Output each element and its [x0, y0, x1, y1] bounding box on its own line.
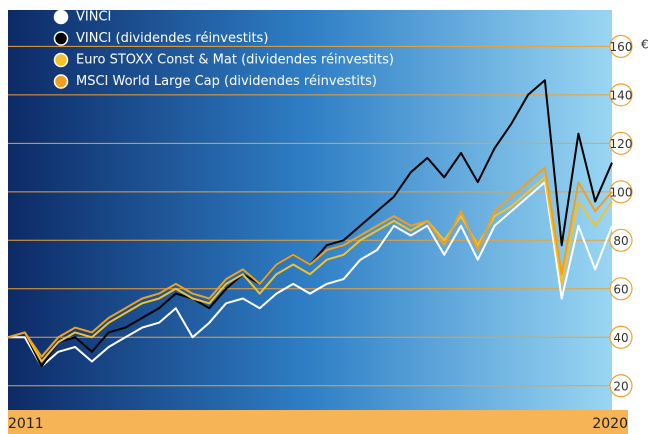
y-tick-label: 60 — [613, 282, 628, 296]
legend-label: Euro STOXX Const & Mat (dividendes réinv… — [76, 53, 394, 68]
plot-background — [8, 10, 612, 410]
y-tick-label: 100 — [610, 185, 633, 199]
legend-label: VINCI — [76, 10, 111, 25]
y-tick-badge — [609, 180, 633, 204]
legend-marker — [53, 74, 69, 89]
y-tick-badge — [609, 228, 633, 252]
y-tick-label: 40 — [613, 331, 628, 345]
legend-marker — [53, 52, 69, 68]
y-tick-label: 80 — [613, 234, 628, 248]
y-tick-label: 160 — [610, 40, 633, 54]
y-tick-label: 20 — [613, 379, 628, 393]
y-tick-badge — [609, 325, 633, 349]
y-tick-badge — [609, 277, 633, 301]
series-line — [7, 176, 613, 363]
series-line — [8, 181, 613, 368]
x-tick-label: 2011 — [8, 416, 44, 432]
y-tick-label: 140 — [610, 88, 633, 102]
y-tick-badge — [609, 34, 633, 58]
x-tick-label: 2020 — [592, 416, 628, 432]
legend-marker — [53, 31, 69, 46]
y-unit: € — [641, 38, 649, 52]
x-axis-band — [8, 410, 628, 434]
series-line — [7, 166, 613, 358]
legend-marker — [53, 9, 69, 25]
y-tick-label: 120 — [610, 137, 633, 151]
y-tick-badge — [609, 83, 633, 107]
legend-label: VINCI (dividendes réinvestits) — [76, 31, 268, 46]
y-tick-badge — [609, 131, 633, 155]
y-tick-badge — [609, 374, 633, 398]
legend-label: MSCI World Large Cap (dividendes réinves… — [76, 74, 377, 89]
